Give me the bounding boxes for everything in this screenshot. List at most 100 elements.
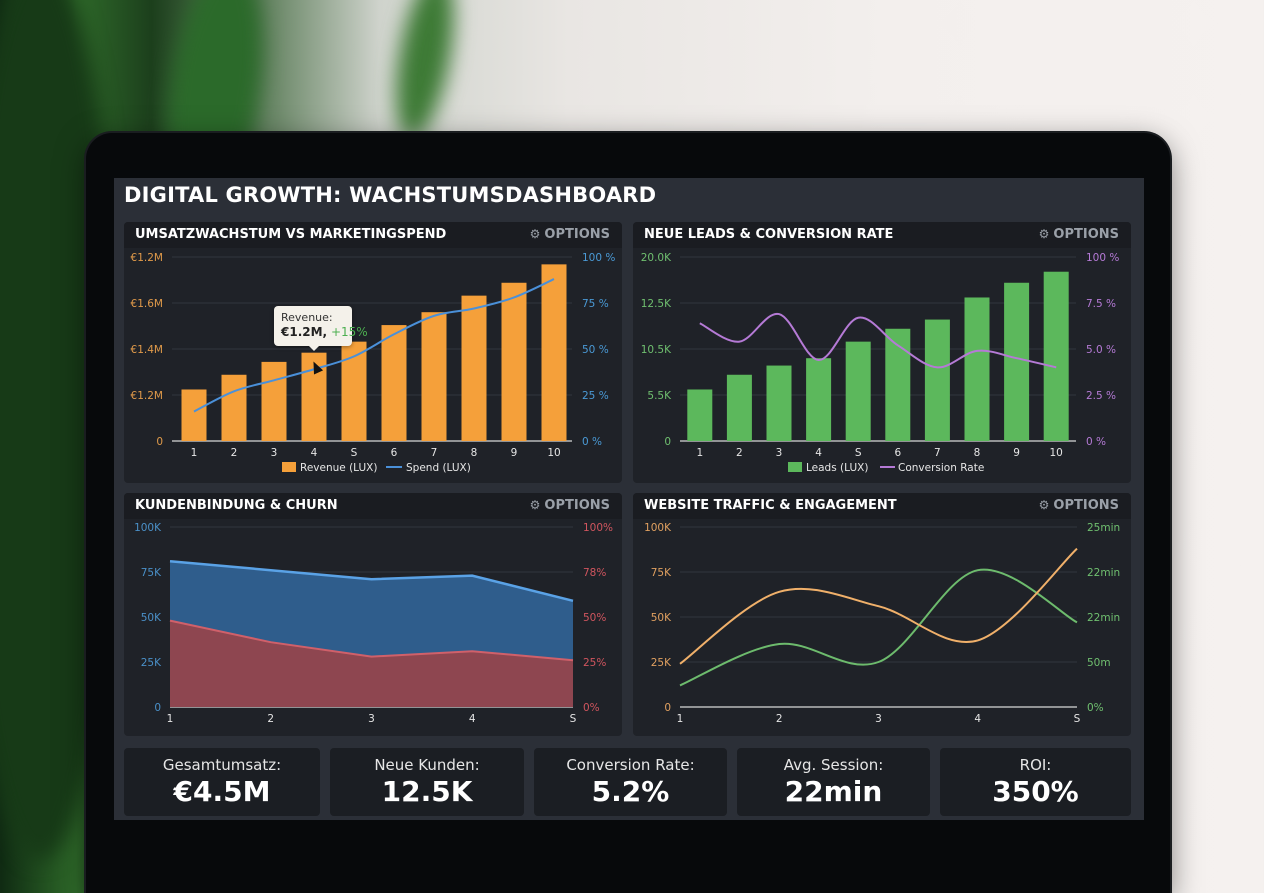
kpi-label: Avg. Session: [783, 756, 884, 774]
panel-title: UMSATZWACHSTUM VS MARKETINGSPEND [135, 227, 447, 242]
tooltip-value: €1.2M, [281, 325, 328, 339]
gear-icon: ⚙ [529, 227, 541, 241]
x-axis-tick-label: S [1074, 713, 1081, 725]
y2-axis-tick-label: 5.0 % [1086, 344, 1116, 356]
kpi-value: 22min [784, 775, 883, 808]
y-axis-tick-label: 75K [651, 567, 672, 579]
options-button[interactable]: ⚙ OPTIONS [1038, 498, 1119, 513]
panel-title: NEUE LEADS & CONVERSION RATE [644, 227, 894, 242]
kpi-value: 350% [992, 775, 1079, 808]
y2-axis-tick-label: 22min [1087, 567, 1120, 579]
x-axis-tick-label: 6 [391, 447, 398, 459]
legend-label-spend: Spend (LUX) [406, 462, 471, 474]
y-axis-tick-label: 0 [156, 436, 163, 448]
y2-axis-tick-label: 0% [583, 702, 600, 714]
panel-header: KUNDENBINDUNG & CHURN ⚙ OPTIONS [124, 493, 622, 519]
x-axis-tick-label: 2 [736, 447, 743, 459]
panel-traffic-engagement: WEBSITE TRAFFIC & ENGAGEMENT ⚙ OPTIONS [633, 493, 1131, 736]
bar-leads [964, 297, 990, 441]
bar-revenue [341, 341, 367, 441]
y-axis-tick-label: 12.5K [641, 298, 672, 310]
y2-axis-tick-label: 7.5 % [1086, 298, 1116, 310]
y2-axis-tick-label: 100% [583, 522, 613, 534]
y2-axis-tick-label: 75 % [582, 298, 609, 310]
bar-leads [924, 319, 950, 441]
tooltip-label: Revenue: [281, 311, 333, 324]
x-axis-tick-label: S [351, 447, 358, 459]
kpi-label: Neue Kunden: [374, 756, 480, 774]
y-axis-tick-label: 100K [134, 522, 162, 534]
x-axis-tick-label: 7 [934, 447, 941, 459]
kpi-label: Gesamtumsatz: [162, 756, 282, 774]
y-axis-tick-label: 25K [141, 657, 162, 669]
kpi-card-total-revenue: Gesamtumsatz: €4.5M [124, 748, 320, 816]
bar-revenue [261, 361, 287, 441]
charts-layer: €1.2M 100 %€1.6M 75 %€1.4M 50 %€1.2M 25 %0 0 … [131, 252, 1121, 725]
y-axis-tick-label: 75K [141, 567, 162, 579]
x-axis-tick-label: 2 [231, 447, 238, 459]
y-axis-tick-label: 50K [141, 612, 162, 624]
legend-label-conversion: Conversion Rate [898, 462, 984, 474]
panel-header: UMSATZWACHSTUM VS MARKETINGSPEND ⚙ OPTION… [124, 222, 622, 248]
bar-leads [726, 374, 752, 441]
kpi-value: 12.5K [381, 775, 473, 808]
y2-axis-tick-label: 0 % [582, 436, 602, 448]
bar-revenue [461, 295, 487, 441]
legend-label-revenue: Revenue (LUX) [300, 462, 377, 474]
bar-revenue [501, 282, 527, 441]
y2-axis-tick-label: 0 % [1086, 436, 1106, 448]
x-axis-tick-label: 4 [469, 713, 476, 725]
gear-icon: ⚙ [1038, 227, 1050, 241]
options-button[interactable]: ⚙ OPTIONS [1038, 227, 1119, 242]
bar-leads [766, 365, 792, 441]
line-churn [169, 619, 574, 662]
y2-axis-tick-label: 100 % [582, 252, 615, 264]
y-axis-tick-label: €1.6M [131, 298, 163, 310]
x-axis-tick-label: 1 [191, 447, 198, 459]
y2-axis-tick-label: 50m [1087, 657, 1111, 669]
bar-revenue [541, 264, 567, 441]
kpi-label: ROI: [1019, 756, 1052, 774]
panel-header: NEUE LEADS & CONVERSION RATE ⚙ OPTIONS [633, 222, 1131, 248]
x-axis-tick-label: 6 [894, 447, 901, 459]
bar-leads [885, 328, 911, 441]
x-axis-tick-label: 8 [974, 447, 981, 459]
options-button[interactable]: ⚙ OPTIONS [529, 498, 610, 513]
x-axis-tick-label: 3 [776, 447, 783, 459]
bar-revenue [221, 374, 247, 441]
x-axis-tick-label: 10 [547, 447, 560, 459]
bar-revenue [381, 325, 407, 441]
y2-axis-tick-label: 78% [583, 567, 606, 579]
x-axis-tick-label: 3 [368, 713, 375, 725]
y2-axis-tick-label: 50 % [582, 344, 609, 356]
panel-revenue-spend: UMSATZWACHSTUM VS MARKETINGSPEND ⚙ OPTION… [124, 222, 622, 483]
y2-axis-tick-label: 0% [1087, 702, 1104, 714]
panel-title: WEBSITE TRAFFIC & ENGAGEMENT [644, 498, 897, 513]
x-axis-tick-label: 2 [776, 713, 783, 725]
y-axis-tick-label: 0 [664, 436, 671, 448]
y2-axis-tick-label: 25 % [582, 390, 609, 402]
kpi-card-new-customers: Neue Kunden: 12.5K [330, 748, 524, 816]
options-button[interactable]: ⚙ OPTIONS [529, 227, 610, 242]
dashboard-title: DIGITAL GROWTH: WACHSTUMSDASHBOARD [124, 183, 657, 207]
y2-axis-tick-label: 22min [1087, 612, 1120, 624]
line-traffic [679, 547, 1078, 665]
gear-icon: ⚙ [529, 498, 541, 512]
bar-leads [845, 341, 871, 441]
kpi-value: 5.2% [591, 775, 670, 808]
line-spend [193, 278, 555, 413]
x-axis-tick-label: 9 [511, 447, 518, 459]
line-conversion-rate [699, 313, 1057, 369]
y2-axis-tick-label: 25min [1087, 522, 1120, 534]
line-retention [169, 559, 574, 603]
kpi-card-avg-session: Avg. Session: 22min [737, 748, 930, 816]
y-axis-tick-label: €1.2M [131, 252, 163, 264]
kpi-value: €4.5M [173, 775, 271, 808]
y2-axis-tick-label: 100 % [1086, 252, 1119, 264]
y-axis-tick-label: 5.5K [647, 390, 672, 402]
bar-revenue [181, 389, 207, 441]
x-axis-tick-label: 2 [267, 713, 274, 725]
x-axis-tick-label: 1 [677, 713, 684, 725]
y2-axis-tick-label: 25% [583, 657, 606, 669]
y2-axis-tick-label: 50% [583, 612, 606, 624]
